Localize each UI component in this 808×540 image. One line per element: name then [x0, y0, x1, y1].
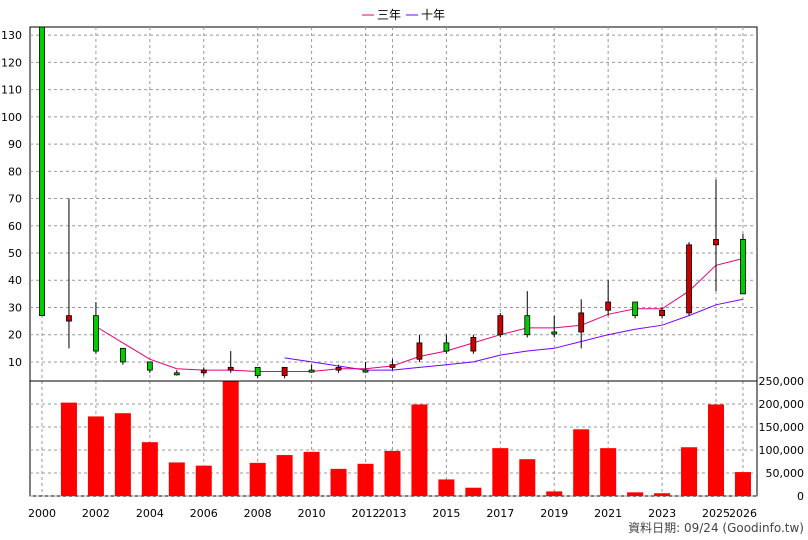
candle-body	[416, 342, 423, 360]
price-panel: 10 20 30 40 50 60 70 80 90 100 110 120 130	[1, 26, 758, 382]
volume-bar	[87, 416, 104, 496]
volume-bar	[222, 380, 239, 496]
price-tick-label: 10	[8, 356, 22, 369]
volume-bar	[708, 404, 724, 496]
price-tick-label: 130	[1, 29, 22, 42]
volume-bar	[249, 462, 266, 496]
price-tick-label: 120	[1, 56, 22, 69]
volume-bar	[654, 493, 671, 496]
volume-tick-label: 50,000	[766, 467, 805, 480]
candle-body	[389, 364, 396, 368]
volume-bar	[600, 448, 617, 496]
candle-body	[119, 347, 126, 363]
candle-body	[740, 238, 746, 295]
candle-body	[93, 315, 99, 352]
x-tick-label: 2023	[648, 507, 676, 520]
volume-tick-label: 250,000	[759, 375, 805, 388]
candle-body	[632, 301, 639, 317]
x-tick-label: 2019	[540, 507, 568, 520]
volume-tick-label: 0	[797, 490, 804, 503]
candle-body	[524, 315, 531, 336]
volume-bar	[168, 462, 185, 496]
candle-body	[578, 312, 585, 333]
volume-bar	[60, 402, 77, 496]
legend: 三年 十年	[362, 8, 445, 22]
candle-body	[686, 244, 692, 314]
candle-body	[497, 315, 504, 336]
price-tick-label: 80	[8, 165, 22, 178]
price-tick-label: 20	[8, 329, 22, 342]
price-tick-label: 110	[1, 84, 22, 97]
candle-body	[470, 337, 477, 352]
volume-bar	[465, 487, 482, 496]
volume-bar	[384, 450, 401, 496]
x-tick-label: 2017	[486, 507, 514, 520]
candle-body	[551, 331, 558, 335]
volume-bar	[411, 404, 428, 496]
candle-body	[605, 301, 612, 311]
volume-bar	[195, 465, 212, 496]
candle-body	[200, 369, 207, 374]
volume-tick-label: 200,000	[759, 398, 805, 411]
price-tick-label: 40	[8, 274, 22, 287]
x-tick-label: 2000	[28, 507, 56, 520]
candle-body	[362, 369, 369, 373]
legend-label-3yr: 三年	[377, 8, 401, 22]
candle-body	[659, 309, 665, 317]
volume-bar	[519, 459, 536, 496]
price-tick-label: 30	[8, 301, 22, 314]
x-tick-label: 2012	[352, 507, 380, 520]
volume-bar	[438, 479, 455, 496]
price-plot-frame	[29, 26, 758, 382]
candle-body	[39, 26, 45, 317]
candle-body	[713, 238, 719, 246]
x-tick-label: 2002	[82, 507, 110, 520]
x-tick-label: 2010	[298, 507, 326, 520]
price-tick-label: 100	[1, 111, 22, 124]
volume-bar	[357, 463, 374, 496]
x-tick-label: 2004	[136, 507, 164, 520]
volume-bar	[627, 492, 644, 496]
ma-10yr-line	[284, 298, 744, 371]
candle-body	[227, 366, 234, 371]
x-tick-label: 2013	[378, 507, 406, 520]
candle-body	[335, 366, 342, 371]
volume-bar	[114, 413, 131, 496]
candle-body	[146, 361, 153, 371]
x-tick-label: 2021	[594, 507, 622, 520]
candle-body	[281, 366, 288, 376]
volume-tick-label: 100,000	[759, 444, 805, 457]
volume-bar	[303, 451, 320, 496]
volume-bar	[681, 447, 698, 496]
data-date-footer: 資料日期: 09/24 (Goodinfo.tw)	[628, 521, 804, 535]
candle-body	[308, 369, 315, 373]
x-tick-label: 2015	[432, 507, 460, 520]
volume-bar	[546, 491, 563, 496]
legend-label-10yr: 十年	[421, 8, 445, 22]
price-tick-label: 50	[8, 247, 22, 260]
candle-body	[173, 372, 180, 376]
volume-panel: 0 50,000 100,000 150,000 200,000 250,000	[29, 375, 805, 503]
volume-bar	[141, 442, 158, 496]
candle-body	[254, 366, 261, 376]
candle-body	[66, 315, 72, 322]
x-tick-label: 2006	[190, 507, 218, 520]
price-tick-label: 90	[8, 138, 22, 151]
x-tick-label: 2026	[729, 507, 757, 520]
volume-bar	[573, 429, 590, 496]
volume-bar	[492, 448, 509, 496]
candle-body	[443, 342, 450, 352]
volume-bar	[276, 455, 293, 496]
x-tick-label: 2008	[244, 507, 272, 520]
volume-tick-label: 150,000	[759, 421, 805, 434]
price-tick-label: 60	[8, 220, 22, 233]
price-tick-label: 70	[8, 193, 22, 206]
volume-bar	[330, 468, 347, 496]
volume-bar	[734, 472, 751, 496]
x-tick-label: 2025	[702, 507, 730, 520]
